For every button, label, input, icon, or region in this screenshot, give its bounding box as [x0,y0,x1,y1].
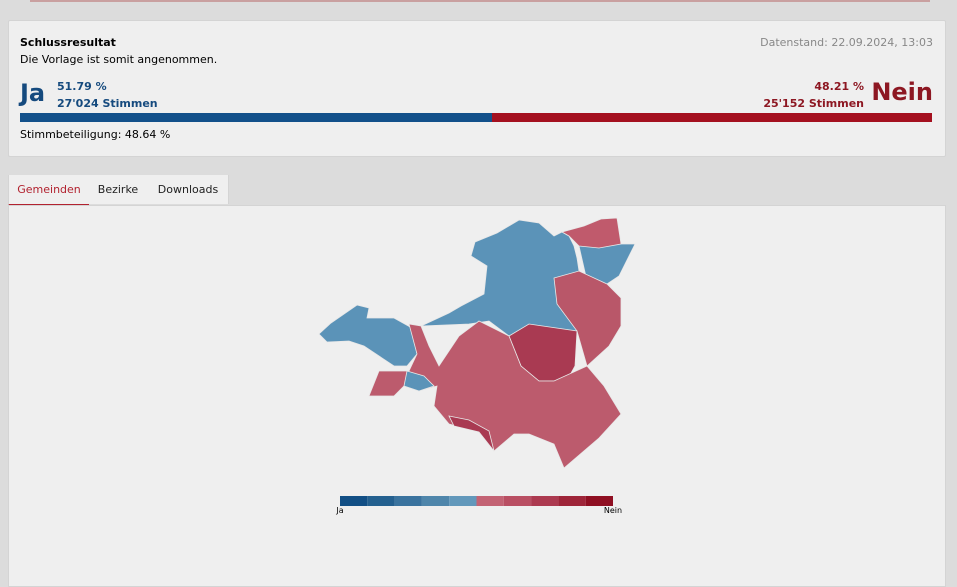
legend-swatch [367,496,395,506]
legend-swatch [340,496,368,506]
result-bar [20,113,932,122]
legend-swatch [476,496,504,506]
nein-label: Nein [871,78,933,106]
ja-votes: 27'024 Stimmen [57,97,158,110]
legend-swatch [394,496,422,506]
legend-label: Ja [335,506,343,515]
legend-swatch [558,496,586,506]
ja-percent: 51.79 % [57,80,107,93]
subtitle: Die Vorlage ist somit angenommen. [20,53,218,66]
legend-swatch [531,496,559,506]
nein-bar [492,113,932,122]
result-card: Schlussresultat Die Vorlage ist somit an… [8,20,946,157]
tab[interactable]: Bezirke [88,175,148,204]
ja-label: Ja [20,79,46,107]
map-panel: Ja Nein [8,205,946,587]
municipalities [318,217,636,469]
tab[interactable]: Downloads [148,175,229,204]
timestamp: Datenstand: 22.09.2024, 13:03 [760,36,933,49]
turnout: Stimmbeteiligung: 48.64 % [20,128,171,141]
legend-swatch [585,496,613,506]
region [448,415,495,452]
ja-bar [20,113,493,122]
title: Schlussresultat [20,36,116,49]
legend-swatch [449,496,477,506]
region [318,304,418,367]
region [368,320,622,469]
top-rule [30,0,930,2]
map: Ja Nein [318,217,636,515]
nein-votes: 25'152 Stimmen [763,97,864,110]
legend-label: Nein [604,506,622,515]
legend-swatch [421,496,450,506]
nein-percent: 48.21 % [814,80,864,93]
legend-swatch [503,496,532,506]
region [560,217,622,249]
region [553,270,622,367]
tab[interactable]: Gemeinden [8,175,89,206]
legend [340,496,613,506]
region [403,370,435,392]
